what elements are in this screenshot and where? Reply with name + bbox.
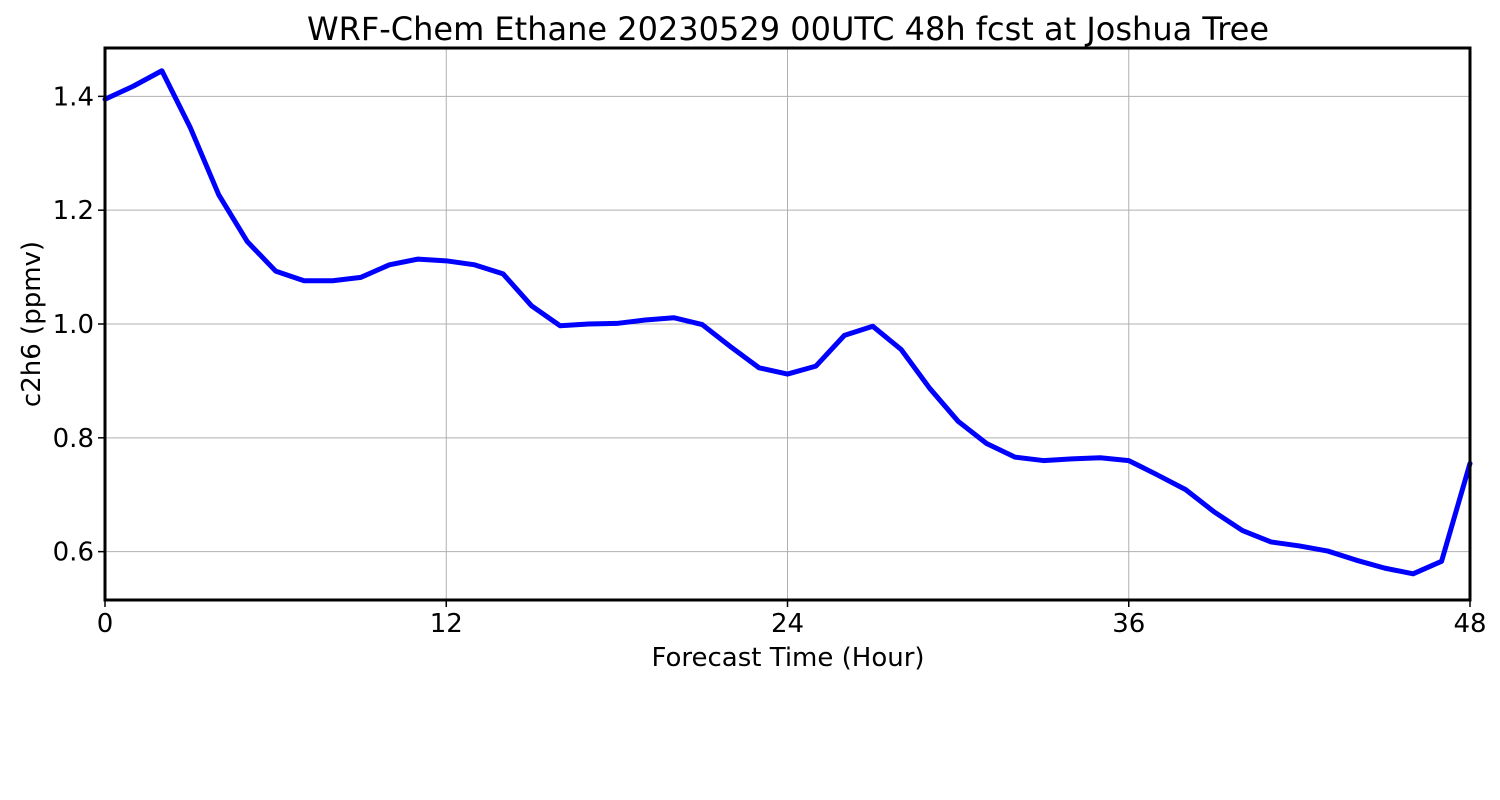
axis-ticks: 0 12 24 36 48 0.6 0.8 1.0 1.2 1.4 bbox=[53, 82, 1487, 639]
x-tick-label: 24 bbox=[771, 609, 804, 639]
y-tick-label: 1.2 bbox=[53, 196, 94, 226]
series-layer bbox=[102, 68, 1473, 577]
y-tick-label: 1.0 bbox=[53, 310, 94, 340]
x-tick-label: 0 bbox=[97, 609, 114, 639]
grid-lines bbox=[104, 48, 1471, 600]
x-tick-label: 36 bbox=[1112, 609, 1145, 639]
y-tick-label: 0.6 bbox=[53, 538, 94, 568]
y-tick-label: 1.4 bbox=[53, 82, 94, 112]
chart-title: WRF-Chem Ethane 20230529 00UTC 48h fcst … bbox=[307, 10, 1269, 48]
y-tick-label: 0.8 bbox=[53, 424, 94, 454]
x-axis-label: Forecast Time (Hour) bbox=[651, 643, 924, 673]
series-line bbox=[102, 68, 1473, 577]
y-axis-label: c2h6 (ppmv) bbox=[17, 241, 47, 407]
x-tick-label: 12 bbox=[430, 609, 463, 639]
x-tick-label: 48 bbox=[1453, 609, 1486, 639]
